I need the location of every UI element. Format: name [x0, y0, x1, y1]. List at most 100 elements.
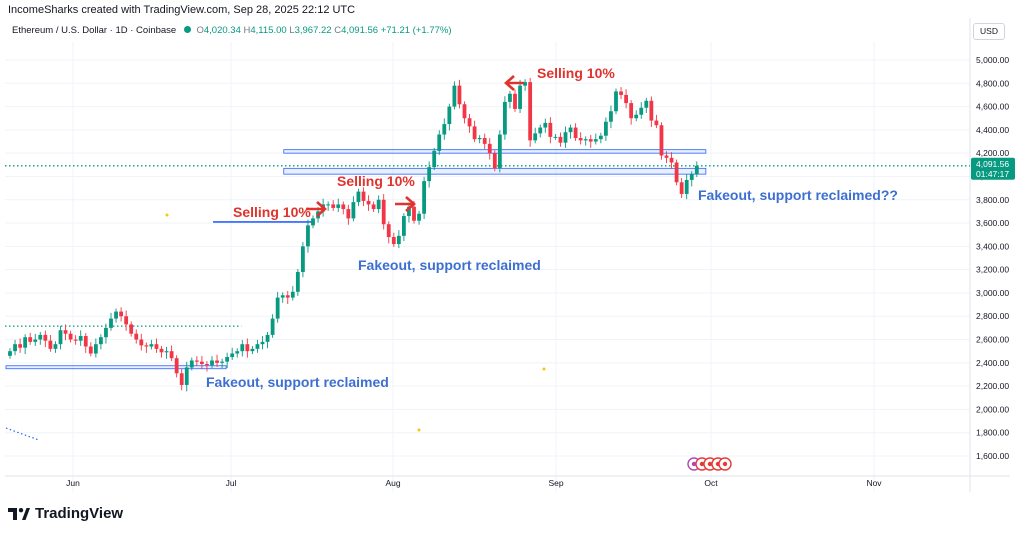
- candlesticks: [8, 77, 699, 392]
- candle-body: [104, 327, 108, 338]
- candle-body: [250, 348, 255, 352]
- candle-body: [447, 106, 452, 125]
- candle: [533, 127, 538, 144]
- candle-body: [184, 367, 189, 385]
- candle-body: [245, 344, 250, 352]
- candle-body: [381, 199, 386, 225]
- close-label: C: [334, 25, 342, 36]
- candle-body: [437, 134, 442, 151]
- candle-body: [139, 339, 144, 346]
- candle-body: [149, 344, 154, 347]
- y-tick-label: 3,200.00: [976, 265, 1009, 275]
- candle: [386, 221, 391, 244]
- candle-body: [194, 360, 199, 362]
- candle: [225, 352, 230, 369]
- candle-body: [134, 333, 139, 340]
- candle: [200, 355, 204, 370]
- footer-brand: TradingView: [35, 505, 124, 522]
- candle-body: [588, 139, 593, 142]
- candle: [48, 334, 53, 352]
- candle: [154, 338, 159, 353]
- candle-body: [518, 85, 522, 109]
- candle-body: [427, 167, 432, 182]
- candle: [487, 138, 492, 160]
- candle: [215, 354, 219, 367]
- candle-body: [543, 122, 548, 128]
- candle-body: [174, 358, 179, 374]
- selling-annotation: Selling 10%: [537, 65, 615, 81]
- candle-body: [265, 334, 270, 342]
- candle: [422, 176, 426, 219]
- candle-body: [43, 334, 48, 341]
- candle-body: [523, 82, 527, 86]
- candle: [689, 171, 694, 187]
- candle: [220, 358, 224, 369]
- y-tick-label: 2,800.00: [976, 311, 1009, 321]
- open-label: O: [196, 25, 204, 36]
- candle: [694, 161, 699, 178]
- candle: [457, 79, 462, 109]
- candle: [306, 219, 310, 253]
- candle-body: [422, 181, 426, 214]
- candle-body: [558, 136, 563, 143]
- currency-button[interactable]: USD: [973, 23, 1005, 40]
- candle: [68, 330, 73, 343]
- tradingview-logo-icon: [8, 507, 30, 520]
- close-value: 4,091.56: [341, 25, 379, 36]
- candle-body: [391, 237, 396, 245]
- candle-body: [301, 246, 305, 272]
- candle-body: [58, 330, 63, 345]
- candle: [275, 291, 280, 323]
- candle: [644, 97, 649, 113]
- candle: [609, 105, 613, 129]
- candle: [558, 132, 563, 147]
- candle-body: [604, 121, 608, 136]
- selling-annotation: Selling 10%: [233, 204, 311, 220]
- candle-body: [659, 125, 664, 156]
- price-axis: 5,000.00 4,800.00 4,600.00 4,400.00 4,200.00…: [5, 18, 1015, 492]
- candle: [381, 194, 386, 230]
- candle-body: [306, 225, 310, 247]
- candle: [13, 339, 17, 356]
- candle: [23, 334, 28, 355]
- candle: [432, 147, 437, 171]
- candle: [265, 331, 270, 349]
- candle-body: [598, 135, 603, 140]
- candle: [53, 341, 58, 353]
- candle-body: [230, 353, 235, 357]
- candle: [245, 338, 250, 358]
- candle: [149, 339, 154, 350]
- tradingview-footer: TradingView: [8, 505, 123, 522]
- candle-body: [169, 351, 174, 359]
- candle-body: [351, 202, 356, 219]
- candle-body: [83, 336, 88, 347]
- y-tick-label: 3,000.00: [976, 288, 1009, 298]
- symbol-name[interactable]: Ethereum / U.S. Dollar · 1D · Coinbase: [12, 25, 177, 36]
- candle: [674, 159, 679, 186]
- candle-body: [366, 200, 371, 205]
- annotation-arrow: [306, 201, 327, 217]
- event-marker-dot: [691, 461, 697, 467]
- candle-body: [386, 224, 391, 238]
- candle-body: [452, 85, 457, 107]
- candle-body: [346, 209, 351, 219]
- y-tick-label: 3,600.00: [976, 218, 1009, 228]
- candle: [295, 269, 300, 296]
- candle: [598, 132, 603, 144]
- annotation-arrow: [504, 75, 524, 91]
- candle: [437, 130, 442, 155]
- candle-body: [73, 339, 78, 341]
- candle: [184, 361, 189, 392]
- candle: [356, 188, 361, 207]
- candle: [639, 102, 644, 119]
- candle-body: [28, 337, 33, 342]
- candle: [417, 210, 421, 225]
- candle: [169, 345, 174, 362]
- event-marker-dot: [722, 461, 728, 467]
- candle-body: [99, 337, 103, 345]
- candle: [634, 110, 639, 122]
- candle: [129, 321, 134, 337]
- candle: [573, 123, 578, 141]
- candle: [503, 96, 507, 140]
